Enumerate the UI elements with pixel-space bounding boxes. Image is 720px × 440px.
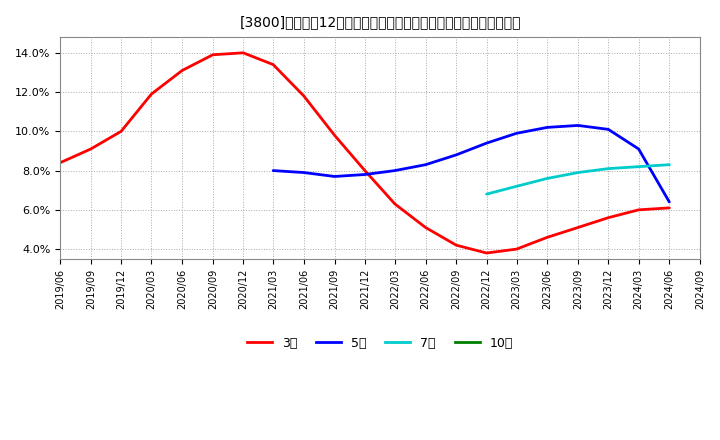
Title: [3800]　売上高12か月移動合計の対前年同期増減率の平均値の推移: [3800] 売上高12か月移動合計の対前年同期増減率の平均値の推移 [239, 15, 521, 29]
Legend: 3年, 5年, 7年, 10年: 3年, 5年, 7年, 10年 [242, 332, 518, 355]
